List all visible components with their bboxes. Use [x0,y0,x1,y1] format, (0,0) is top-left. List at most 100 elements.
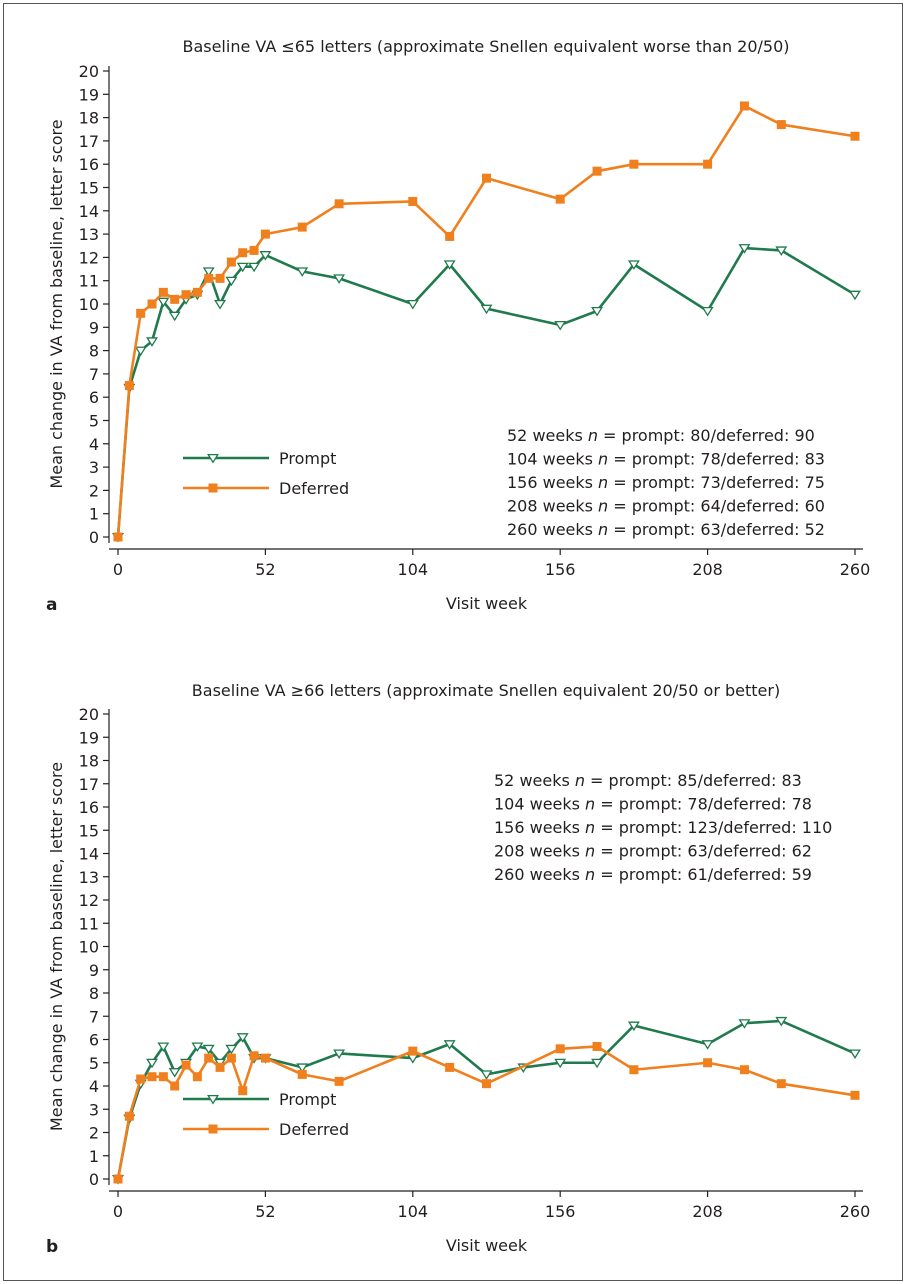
n-annotation: 260 weeks n = prompt: 61/deferred: 59 [494,865,812,884]
data-point-prompt [738,1019,751,1029]
n-annotation-counts: = prompt: 63/deferred: 52 [608,520,825,539]
data-point-deferred [408,196,418,206]
data-point-prompt [202,267,215,277]
data-point-prompt [202,1044,215,1055]
y-tick-label: 15 [79,821,99,840]
y-tick-label: 20 [79,705,99,724]
data-point-deferred [260,229,270,239]
y-tick-label: 17 [79,775,99,794]
y-tick-label: 19 [79,728,99,747]
legend-label-deferred: Deferred [279,1120,349,1139]
data-point-deferred [215,1062,225,1072]
n-annotation-n-symbol: n [598,450,608,469]
n-annotation-weeks: 260 weeks [494,865,580,884]
data-point-deferred [334,1076,344,1086]
data-point-deferred [555,1044,565,1054]
data-point-prompt [406,299,419,310]
data-point-deferred [482,173,491,183]
y-tick-label: 18 [79,752,99,771]
data-point-prompt [191,1042,204,1053]
y-tick-label: 10 [79,938,99,957]
y-tick-label: 9 [89,318,99,337]
y-tick-label: 1 [89,1147,99,1166]
data-point-deferred [482,1079,491,1089]
n-annotation-n-symbol: n [585,842,595,861]
n-annotation-weeks: 260 weeks [507,520,593,539]
legend-marker-deferred [208,1124,218,1134]
y-tick-label: 11 [79,272,99,291]
data-point-prompt [554,320,567,331]
data-point-deferred [334,199,344,209]
data-point-deferred [226,257,236,267]
x-tick-label: 0 [113,560,123,579]
legend-label-prompt: Prompt [279,1090,336,1109]
n-annotation-n-symbol: n [588,426,598,445]
n-annotation-weeks: 156 weeks [494,818,580,837]
legend-marker-prompt [207,453,219,464]
data-point-deferred [408,1046,418,1056]
data-point-prompt [849,290,861,301]
data-point-prompt [168,311,181,322]
data-point-prompt [443,1040,456,1050]
data-point-prompt [591,1058,604,1069]
data-point-deferred [113,532,123,542]
data-point-deferred [739,1065,749,1075]
n-annotation: 52 weeks n = prompt: 80/deferred: 90 [507,426,815,445]
data-point-prompt [849,1049,861,1059]
data-point-deferred [181,290,191,300]
n-annotation-weeks: 156 weeks [507,473,593,492]
legend-marker-deferred [208,483,218,493]
y-tick-label: 14 [79,202,99,221]
data-point-prompt [333,274,346,284]
data-point-deferred [170,1081,180,1091]
data-point-prompt [296,1063,309,1073]
y-tick-label: 0 [89,528,99,547]
y-tick-label: 18 [79,109,99,128]
chart-title: Baseline VA ≥66 letters (approximate Sne… [192,681,780,700]
y-tick-label: 12 [79,248,99,267]
n-annotation-n-symbol: n [598,473,608,492]
y-tick-label: 5 [89,412,99,431]
data-point-prompt [480,304,493,315]
y-tick-label: 4 [89,1077,99,1096]
data-point-deferred [850,131,860,141]
y-tick-label: 0 [89,1170,99,1189]
data-point-prompt [480,1070,493,1080]
data-point-deferred [147,299,157,309]
n-annotation: 208 weeks n = prompt: 64/deferred: 60 [507,497,825,516]
data-point-deferred [445,1062,455,1072]
x-tick-label: 104 [398,560,429,579]
y-tick-label: 13 [79,225,99,244]
chart-panel-b: Baseline VA ≥66 letters (approximate Sne… [46,681,870,1257]
data-point-prompt [225,1044,238,1055]
data-point-deferred [592,166,602,176]
n-annotation-weeks: 104 weeks [494,795,580,814]
x-tick-label: 156 [545,560,576,579]
n-annotation-counts: = prompt: 78/deferred: 78 [595,795,812,814]
data-point-deferred [170,294,180,304]
n-annotation-n-symbol: n [585,795,595,814]
data-point-prompt [701,1040,714,1050]
data-point-deferred [238,1086,248,1096]
series-line-prompt [116,246,856,538]
panel-label: b [46,1237,58,1257]
y-tick-label: 2 [89,1124,99,1143]
data-point-deferred [739,101,749,111]
data-point-deferred [297,222,307,232]
x-tick-label: 260 [840,1202,871,1221]
data-point-prompt [259,251,272,261]
y-tick-label: 9 [89,961,99,980]
y-tick-label: 2 [89,481,99,500]
data-point-deferred [776,120,786,130]
legend: Prompt Deferred [183,449,349,498]
y-tick-label: 20 [79,62,99,81]
n-annotation-counts: = prompt: 123/deferred: 110 [595,818,832,837]
chart-title: Baseline VA ≤65 letters (approximate Sne… [182,37,789,56]
data-point-deferred [136,1074,146,1084]
data-point-deferred [192,287,202,297]
n-annotation: 260 weeks n = prompt: 63/deferred: 52 [507,520,825,539]
n-annotation-counts: = prompt: 80/deferred: 90 [598,426,815,445]
data-point-deferred [113,1174,123,1184]
y-tick-label: 6 [89,1031,99,1050]
